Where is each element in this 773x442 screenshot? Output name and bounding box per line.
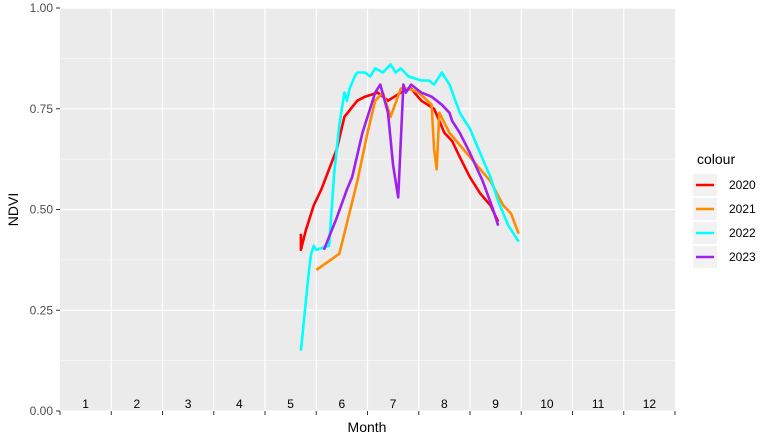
legend-title: colour bbox=[697, 151, 735, 167]
legend-label-2021: 2021 bbox=[729, 202, 756, 216]
month-label: 3 bbox=[185, 397, 192, 411]
x-axis bbox=[59, 411, 676, 415]
month-label: 11 bbox=[592, 397, 605, 411]
series-line-2021 bbox=[315, 87, 520, 272]
month-labels: 1 2 3 4 5 6 7 8 9 10 11 12 bbox=[82, 397, 656, 411]
month-label: 6 bbox=[339, 397, 346, 411]
grid-major bbox=[60, 7, 675, 412]
legend-label-2022: 2022 bbox=[729, 226, 756, 240]
month-label: 7 bbox=[390, 397, 397, 411]
series-line-2020 bbox=[299, 87, 500, 252]
y-tick-label: 0.00 bbox=[30, 404, 54, 418]
y-tick-label: 0.25 bbox=[30, 303, 54, 317]
series-line-2022 bbox=[299, 63, 520, 351]
month-label: 9 bbox=[492, 397, 499, 411]
month-label: 12 bbox=[643, 397, 657, 411]
month-label: 4 bbox=[236, 397, 243, 411]
legend-label-2020: 2020 bbox=[729, 178, 756, 192]
month-label: 8 bbox=[441, 397, 448, 411]
month-label: 10 bbox=[540, 397, 554, 411]
legend-label-2023: 2023 bbox=[729, 250, 756, 264]
legend: colour 2020 2021 2022 2023 bbox=[693, 151, 756, 268]
series-layer bbox=[299, 63, 520, 351]
month-label: 5 bbox=[287, 397, 294, 411]
y-axis-title: NDVI bbox=[5, 193, 21, 226]
y-tick-label: 1.00 bbox=[30, 1, 54, 15]
y-axis: 0.00 0.25 0.50 0.75 1.00 bbox=[30, 1, 60, 418]
y-tick-label: 0.75 bbox=[30, 102, 54, 116]
y-tick-label: 0.50 bbox=[30, 203, 54, 217]
month-label: 2 bbox=[134, 397, 141, 411]
month-label: 1 bbox=[82, 397, 89, 411]
x-axis-title: Month bbox=[348, 419, 387, 435]
series-line-2023 bbox=[322, 83, 500, 251]
